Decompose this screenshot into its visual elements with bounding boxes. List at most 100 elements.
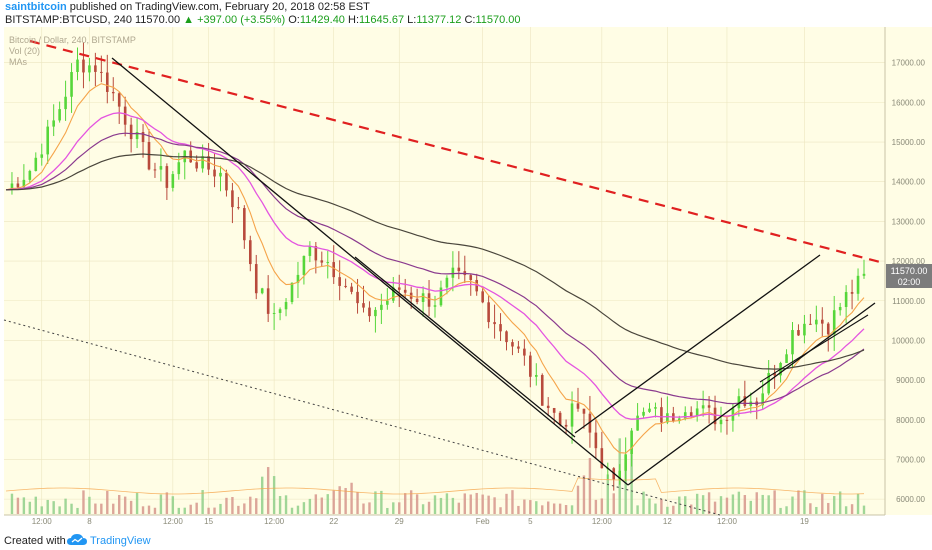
candle-body [660, 407, 663, 423]
volume-bar [100, 503, 103, 514]
volume-bar [636, 505, 639, 514]
candle-body [147, 141, 151, 170]
volume-bar [558, 503, 562, 514]
candle-body [243, 208, 246, 241]
volume-bar [844, 506, 848, 514]
volume-bar [261, 476, 264, 514]
volume-bar [576, 485, 580, 514]
volume-bar [475, 492, 478, 514]
volume-bar [433, 495, 437, 514]
volume-bar [499, 507, 502, 514]
channel-down-upper[interactable] [111, 57, 629, 486]
candle-body [254, 264, 258, 294]
candle-body [94, 65, 97, 72]
volume-bar [451, 497, 455, 514]
time-tick: Feb [476, 517, 490, 526]
channel-up-lower[interactable] [627, 302, 876, 486]
candle-body [332, 262, 336, 278]
candle-body [588, 413, 592, 433]
candle-body [171, 174, 175, 188]
time-tick: 5 [528, 517, 533, 526]
volume-bar [755, 492, 758, 514]
time-axis: 12:00 8 12:00 15 12:00 22 29 Feb 5 12:00 12 12:00 19 [32, 517, 810, 526]
volume-bar [302, 502, 306, 514]
volume-bar [398, 502, 401, 514]
candle-body [594, 432, 598, 449]
time-tick: 19 [800, 517, 809, 526]
candle-body [266, 288, 270, 314]
volume-bar [129, 500, 133, 514]
volume-bar [457, 502, 461, 514]
candle-body [719, 419, 723, 425]
volume-bar [624, 462, 627, 514]
volume-bar [415, 494, 419, 514]
candle-body [308, 246, 312, 256]
volume-bar [159, 494, 163, 514]
candle-body [433, 305, 437, 307]
candle-body [576, 403, 580, 409]
candle-body [636, 415, 639, 431]
volume-bar [678, 496, 681, 514]
volume-bar [809, 503, 812, 514]
candle-body [344, 285, 347, 287]
volume-bar [94, 503, 97, 514]
volume-bar [76, 507, 79, 514]
volume-bar [606, 474, 609, 514]
volume-bar [332, 490, 335, 514]
volume-bar [201, 490, 204, 514]
volume-bar [231, 497, 234, 514]
candle-body [654, 407, 657, 409]
candle-body [600, 448, 604, 469]
low-value: 11377.12 [416, 14, 462, 26]
candle-body [159, 166, 163, 170]
author-link[interactable]: saintbitcoin [5, 1, 67, 13]
candle-body [773, 373, 776, 376]
volume-bar [189, 504, 192, 514]
volume-bar [833, 496, 836, 514]
channel-up-upper[interactable] [574, 254, 821, 434]
volume-bar [195, 502, 198, 514]
candle-body [272, 312, 276, 314]
candle-body [111, 91, 115, 94]
volume-bar [594, 499, 598, 514]
channel-down-lower[interactable] [354, 256, 576, 438]
countdown-label: 02:00 [898, 277, 921, 287]
candle-body [195, 162, 198, 169]
candle-body [570, 403, 574, 427]
volume-bar [630, 454, 633, 514]
price-tick: 14000.00 [892, 178, 926, 187]
candle-body [284, 302, 288, 310]
volume-bar [785, 506, 788, 514]
time-tick: 22 [329, 517, 338, 526]
candle-body [22, 179, 26, 188]
chart-area[interactable]: 17000.00 16000.00 15000.00 14000.00 13000.00… [0, 27, 932, 530]
channel-up-inner[interactable] [759, 314, 869, 383]
volume-bar [660, 499, 663, 514]
candle-body [820, 319, 824, 324]
dotted-support-line[interactable] [3, 319, 721, 516]
price-tick: 13000.00 [892, 217, 926, 226]
candle-body [391, 287, 395, 301]
candle-body [219, 172, 222, 177]
volume-bar [123, 496, 127, 514]
close-value: 11570.00 [475, 14, 521, 26]
publish-line: saintbitcoin published on TradingView.co… [5, 1, 370, 14]
candle-body [290, 282, 294, 303]
volume-bar [803, 490, 806, 514]
candle-body [76, 59, 79, 73]
candle-body [40, 154, 44, 158]
candle-body [34, 157, 38, 171]
candle-body [356, 291, 359, 304]
created-with-text: Created with [4, 535, 66, 547]
price-tick: 6000.00 [896, 495, 925, 504]
volume-bar [552, 503, 556, 514]
volume-bar [481, 494, 484, 514]
candle-body [338, 277, 341, 286]
candle-body [523, 348, 526, 356]
candle-body [564, 424, 568, 427]
tradingview-brand[interactable]: TradingView [90, 535, 151, 547]
resistance-line[interactable] [29, 39, 881, 264]
candle-body [826, 323, 830, 335]
candle-body [129, 124, 133, 140]
candle-body [451, 267, 455, 278]
